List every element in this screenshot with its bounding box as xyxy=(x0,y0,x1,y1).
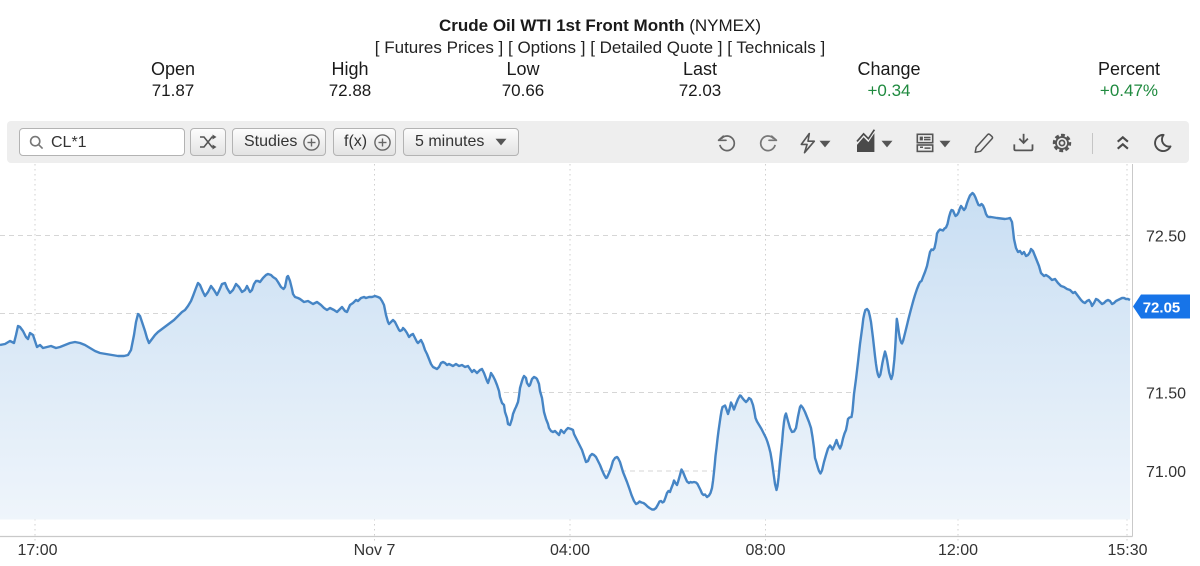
svg-text:12:00: 12:00 xyxy=(938,542,978,559)
svg-text:72.50: 72.50 xyxy=(1146,229,1186,246)
svg-text:71.50: 71.50 xyxy=(1146,386,1186,403)
svg-text:04:00: 04:00 xyxy=(550,542,590,559)
svg-text:Nov 7: Nov 7 xyxy=(354,542,396,559)
svg-text:17:00: 17:00 xyxy=(17,542,57,559)
svg-text:72.05: 72.05 xyxy=(1143,300,1181,317)
svg-text:08:00: 08:00 xyxy=(745,542,785,559)
svg-text:15:30: 15:30 xyxy=(1107,542,1147,559)
svg-text:71.00: 71.00 xyxy=(1146,464,1186,481)
